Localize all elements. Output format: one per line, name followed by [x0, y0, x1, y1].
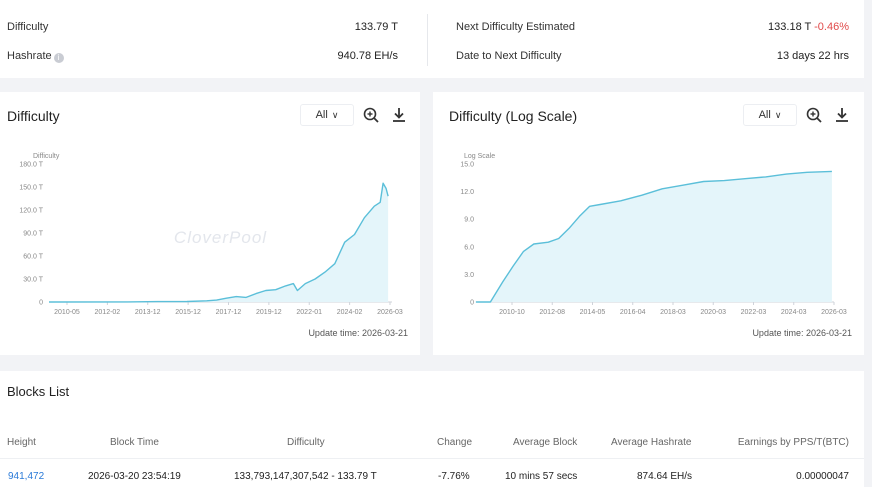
next-difficulty-label: Next Difficulty Estimated — [456, 21, 576, 33]
x-tick-label: 2016-04 — [620, 309, 646, 316]
y-tick-label: 12.0 — [460, 189, 474, 196]
y-tick-label: 60.0 T — [23, 254, 43, 261]
column-header-height: Height — [7, 437, 36, 448]
info-icon[interactable]: i — [53, 53, 64, 63]
block-average-time-cell: 10 mins 57 secs — [505, 471, 578, 482]
column-header-block-time: Block Time — [110, 437, 159, 448]
download-icon[interactable] — [833, 106, 851, 124]
zoom-in-icon[interactable] — [362, 106, 380, 124]
x-tick-label: 2026-03 — [377, 309, 403, 316]
y-tick-label: 150.0 T — [19, 185, 43, 192]
difficulty-chart-card: Difficulty All ∨ CloverPool Difficulty 0 30.… — [0, 92, 420, 355]
difficulty-log-plot: CloverPoolLog Scale03.06.09.012.015.0201… — [460, 153, 847, 316]
block-difficulty-cell: 133,793,147,307,542 - 133.79 T — [234, 471, 377, 482]
hashrate-value: 940.78 EH/s — [337, 50, 398, 62]
hashrate-label: Hashrate — [7, 50, 52, 62]
x-tick-label: 2013-12 — [135, 309, 161, 316]
x-tick-label: 2010-05 — [54, 309, 80, 316]
hashrate-label-wrap: Hashrate i — [7, 50, 64, 63]
range-select-value: All — [315, 109, 328, 121]
block-height-link[interactable]: 941,472 — [8, 471, 45, 482]
x-tick-label: 2019-12 — [256, 309, 282, 316]
x-tick-label: 2024-02 — [337, 309, 363, 316]
download-icon[interactable] — [390, 106, 408, 124]
x-tick-label: 2018-03 — [660, 309, 686, 316]
column-header-average-hashrate: Average Hashrate — [611, 437, 692, 448]
column-header-change: Change — [437, 437, 473, 448]
difficulty-log-update-time: Update time: 2026-03-21 — [752, 328, 852, 338]
block-average-hashrate-cell: 874.64 EH/s — [637, 471, 693, 482]
zoom-in-icon[interactable] — [805, 106, 823, 124]
chevron-down-icon: ∨ — [331, 110, 339, 120]
x-tick-label: 2026-03 — [821, 309, 847, 316]
y-tick-label: 30.0 T — [23, 277, 43, 284]
y-tick-label: 0 — [470, 300, 474, 307]
difficulty-plot: CloverPool Difficulty 0 30.0 T 60.0 T 90.0 T 1… — [19, 153, 403, 316]
column-header-average-block: Average Block — [513, 437, 578, 448]
x-tick-label: 2022-03 — [741, 309, 767, 316]
difficulty-chart-title: Difficulty — [7, 108, 60, 124]
next-difficulty-value-wrap: 133.18 T -0.46% — [768, 21, 849, 33]
column-header-difficulty: Difficulty — [287, 437, 325, 448]
y-tick-label: 9.0 — [464, 217, 474, 224]
x-tick-label: 2012-02 — [95, 309, 121, 316]
difficulty-update-time: Update time: 2026-03-21 — [308, 328, 408, 338]
x-tick-label: 2010-10 — [499, 309, 525, 316]
difficulty-line — [475, 170, 832, 303]
watermark-logo: CloverPool — [174, 228, 267, 247]
x-tick-label: 2017-12 — [216, 309, 242, 316]
y-tick-label: 120.0 T — [19, 208, 43, 215]
difficulty-log-chart-title: Difficulty (Log Scale) — [449, 108, 578, 124]
network-stats-card: Difficulty 133.79 T Hashrate i 940.78 EH/… — [0, 0, 864, 78]
stats-divider — [427, 14, 428, 66]
table-header-divider — [0, 458, 864, 459]
x-tick-label: 2024-03 — [781, 309, 807, 316]
x-tick-label: 2012-08 — [539, 309, 565, 316]
y-axis-label: Log Scale — [464, 153, 495, 160]
blocks-list-title: Blocks List — [7, 384, 70, 399]
date-next-difficulty-label: Date to Next Difficulty — [456, 50, 562, 62]
difficulty-area — [49, 183, 389, 302]
x-tick-label: 2014-05 — [580, 309, 606, 316]
y-tick-label: 90.0 T — [23, 231, 43, 238]
block-time-cell: 2026-03-20 23:54:19 — [88, 471, 181, 482]
difficulty-area — [475, 171, 832, 302]
y-tick-label: 0 — [39, 300, 43, 307]
difficulty-value: 133.79 T — [354, 21, 398, 33]
date-next-difficulty-value: 13 days 22 hrs — [776, 50, 849, 62]
difficulty-label: Difficulty — [7, 21, 49, 33]
x-tick-label: 2022-01 — [296, 309, 322, 316]
x-tick-label: 2020-03 — [700, 309, 726, 316]
y-tick-label: 3.0 — [464, 272, 474, 279]
difficulty-log-chart-card: Difficulty (Log Scale) All∨ CloverPoolLo… — [433, 92, 864, 355]
block-earnings-cell: 0.00000047 — [796, 471, 849, 482]
difficulty-log-range-select[interactable]: All ∨ — [743, 104, 797, 126]
chevron-down-icon: ∨ — [774, 110, 782, 120]
y-tick-label: 15.0 — [460, 162, 474, 169]
y-tick-label: 6.0 — [464, 244, 474, 251]
block-change-cell: -7.76% — [438, 471, 470, 482]
difficulty-range-select[interactable]: All ∨ — [300, 104, 354, 126]
blocks-list-card: Blocks List Height Block Time Difficulty… — [0, 371, 864, 487]
column-header-earnings: Earnings by PPS/T(BTC) — [737, 437, 849, 448]
x-tick-label: 2015-12 — [175, 309, 201, 316]
range-select-value: All — [758, 109, 771, 121]
difficulty-line — [48, 182, 389, 303]
y-axis-label: Difficulty — [33, 153, 60, 160]
y-tick-label: 180.0 T — [19, 162, 43, 169]
next-difficulty-change: -0.46% — [814, 21, 849, 33]
next-difficulty-value: 133.18 T — [768, 21, 812, 33]
